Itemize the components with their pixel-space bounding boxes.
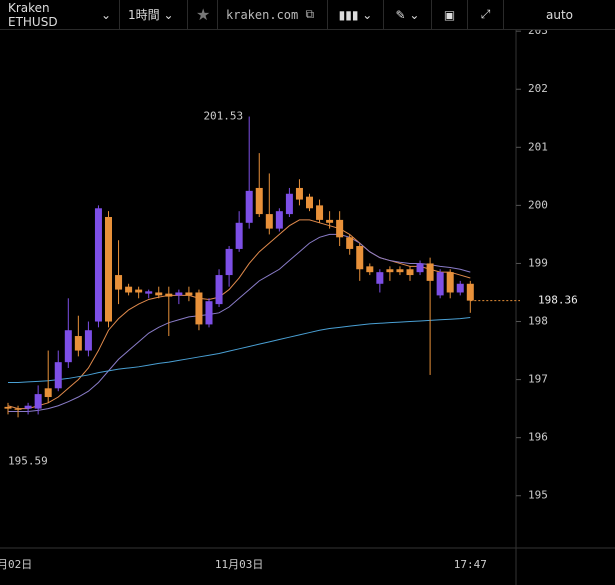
- candle-body: [105, 216, 112, 322]
- toolbar: Kraken ETHUSD ⌄ 1時間 ⌄ ★ kraken.com ⧉ ▮▮▮…: [0, 0, 615, 30]
- candle-body: [64, 330, 72, 363]
- candle-body: [44, 388, 52, 398]
- chart-type-button[interactable]: ▮▮▮ ⌄: [328, 0, 384, 29]
- y-tick-label: 201: [528, 140, 548, 153]
- candle-body: [175, 292, 183, 296]
- interval: 1時間: [128, 8, 160, 22]
- draw-button[interactable]: ✎ ⌄: [384, 0, 432, 29]
- candle-body: [225, 248, 233, 276]
- candle-body: [215, 275, 223, 305]
- fullscreen-button[interactable]: ⤢: [468, 0, 504, 29]
- candle-body: [295, 187, 303, 200]
- y-tick-label: 202: [528, 82, 548, 95]
- last-price-label: 198.36: [538, 294, 578, 307]
- candle-body: [54, 362, 62, 389]
- candle-body: [436, 272, 444, 296]
- symbol: Kraken ETHUSD: [8, 0, 58, 29]
- candle-body: [386, 269, 394, 273]
- y-tick-label: 198: [528, 315, 548, 328]
- interval-button[interactable]: 1時間 ⌄: [120, 0, 188, 29]
- candle-body: [336, 219, 344, 238]
- low-label: 195.59: [8, 454, 48, 467]
- candle-body: [265, 214, 273, 229]
- candle-body: [135, 289, 143, 293]
- candle-body: [125, 286, 133, 293]
- candle-body: [34, 394, 42, 409]
- candle-body: [255, 187, 263, 215]
- candle-body: [155, 292, 163, 296]
- chart: 195 196 197 198 199 200 201 202 203 11月02日 11月03日 1…: [0, 30, 615, 585]
- candle-body: [275, 211, 283, 229]
- candle-body: [446, 272, 454, 293]
- moving-average: [8, 233, 471, 413]
- candle-body: [4, 406, 12, 409]
- candle-body: [145, 291, 153, 294]
- candle-body: [94, 208, 102, 322]
- candle-body: [366, 266, 374, 273]
- candle-body: [306, 196, 313, 209]
- indicator-button[interactable]: ▣: [432, 0, 468, 29]
- candle-body: [74, 336, 82, 351]
- candle-body: [285, 193, 293, 215]
- candle-body: [326, 219, 334, 223]
- scale-mode: auto: [545, 7, 573, 22]
- candle-body: [14, 408, 22, 410]
- candle-body: [115, 275, 123, 290]
- candle-body: [185, 292, 193, 296]
- scale-mode-button[interactable]: auto: [504, 0, 615, 29]
- y-tick-label: 197: [528, 373, 548, 386]
- y-tick-label: 203: [528, 30, 548, 37]
- candle-body: [245, 190, 253, 223]
- source-link[interactable]: kraken.com ⧉: [218, 0, 328, 29]
- candle-body: [235, 222, 243, 249]
- candle-body: [316, 205, 324, 220]
- favorite-button[interactable]: ★: [188, 0, 218, 29]
- candle-body: [195, 292, 203, 325]
- x-tick-label: 11月02日: [0, 558, 32, 571]
- candle-body: [426, 263, 434, 281]
- candle-body: [24, 405, 32, 409]
- y-tick-label: 199: [528, 256, 548, 269]
- candle-body: [376, 272, 384, 284]
- y-tick-label: 195: [528, 489, 548, 502]
- candle-body: [165, 293, 173, 297]
- high-label: 201.53: [203, 110, 243, 123]
- candle-body: [346, 237, 354, 249]
- x-tick-label: 11月03日: [215, 558, 264, 571]
- candle-body: [406, 269, 414, 276]
- candle-body: [205, 301, 213, 325]
- candle-body: [396, 269, 404, 273]
- y-tick-label: 196: [528, 431, 548, 444]
- candle-body: [356, 246, 364, 270]
- candle-body: [84, 330, 92, 351]
- candle-body: [466, 283, 474, 301]
- x-tick-label: 17:47: [454, 558, 487, 571]
- source: kraken.com: [226, 7, 299, 22]
- candle-body: [416, 263, 424, 273]
- moving-average: [8, 316, 471, 383]
- candle-body: [456, 283, 464, 293]
- symbol-button[interactable]: Kraken ETHUSD ⌄: [0, 0, 120, 29]
- y-tick-label: 200: [528, 198, 548, 211]
